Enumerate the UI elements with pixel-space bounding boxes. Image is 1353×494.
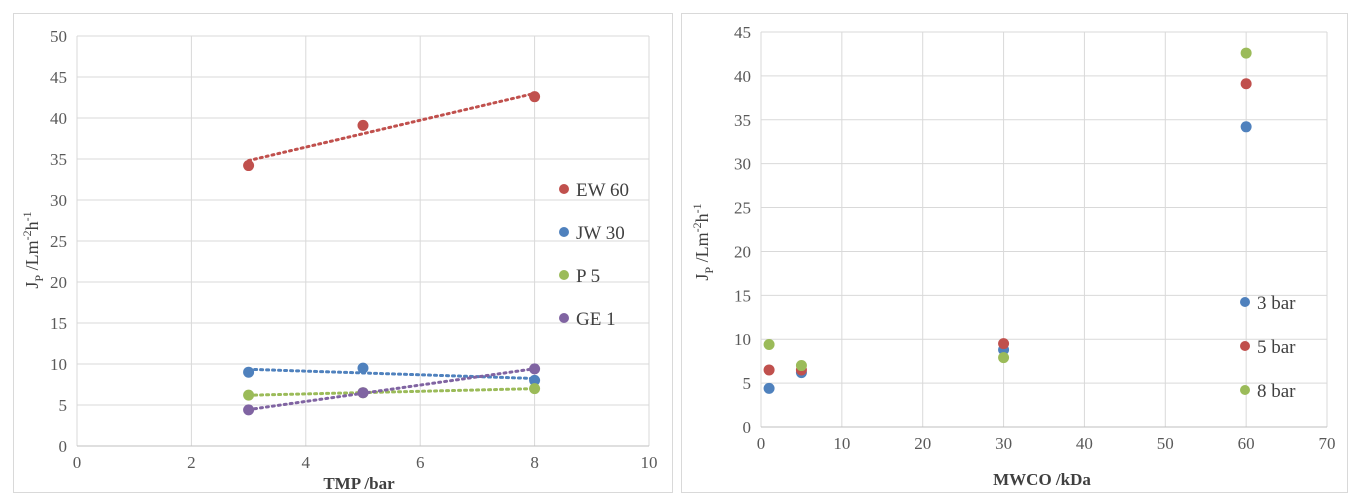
legend-label-2: 8 bar (1257, 381, 1296, 402)
y-tick-label: 10 (734, 330, 751, 349)
y-tick-label: 50 (50, 27, 67, 46)
trendline-2 (247, 387, 537, 397)
chart-tmp-svg: 0 2 4 6 8 10 0 5 10 15 20 25 30 35 40 45 50 TMP /bar JP /L… (20, 27, 658, 493)
chart-panel-mwco: 0 10 20 30 40 50 60 70 0 5 10 15 20 25 30 35 40 45 MWCO /k… (681, 13, 1348, 493)
data-point-2-3 (1240, 47, 1252, 59)
y-axis-title-part: -2 (20, 230, 34, 240)
y-tick-label: 25 (734, 199, 751, 218)
y-axis-title-part: J (22, 282, 42, 289)
y-axis-title-part: h (22, 221, 42, 230)
x-tick-label: 30 (995, 434, 1012, 453)
x-tick-label: 40 (1076, 434, 1093, 453)
chart-mwco-svg: 0 10 20 30 40 50 60 70 0 5 10 15 20 25 30 35 40 45 MWCO /k… (690, 23, 1336, 489)
data-point-3-0 (243, 404, 255, 416)
x-tick-label: 4 (302, 453, 311, 472)
data-point-1-0 (243, 366, 255, 378)
x-tick-label: 8 (530, 453, 539, 472)
y-axis-title-part: /Lm (22, 240, 42, 275)
legend-marker-1 (1240, 341, 1250, 351)
y-tick-label: 40 (734, 67, 751, 86)
x-tick-label: 10 (641, 453, 658, 472)
y-tick-label: 35 (734, 111, 751, 130)
y-tick-label: 0 (59, 437, 68, 456)
trendline-3 (247, 367, 537, 412)
data-point-2-0 (763, 338, 775, 350)
trendline-1 (247, 367, 537, 380)
x-tick-label: 0 (73, 453, 82, 472)
legend-label-3: GE 1 (576, 309, 616, 330)
y-tick-label: 0 (743, 418, 752, 437)
x-tick-label: 50 (1157, 434, 1174, 453)
legend-label-0: EW 60 (576, 180, 629, 201)
y-tick-label: 45 (50, 68, 67, 87)
data-point-0-0 (763, 382, 775, 394)
data-point-1-2 (998, 338, 1010, 350)
x-tick-label: 10 (833, 434, 850, 453)
legend-marker-0 (1240, 297, 1250, 307)
y-tick-label: 30 (50, 191, 67, 210)
data-point-1-1 (357, 362, 369, 374)
x-tick-label: 60 (1238, 434, 1255, 453)
y-axis-title-part: -2 (690, 222, 704, 232)
legend-label-0: 3 bar (1257, 293, 1296, 314)
data-point-2-1 (795, 360, 807, 372)
y-axis-title-part: -1 (20, 211, 34, 221)
trendline-0 (247, 91, 537, 163)
x-tick-label: 20 (914, 434, 931, 453)
legend-marker-3 (559, 313, 569, 323)
y-axis-title: JP /Lm-2h-1 (20, 211, 46, 288)
y-tick-label: 15 (734, 286, 751, 305)
y-tick-label: 40 (50, 109, 67, 128)
y-tick-label: 20 (734, 242, 751, 261)
legend-marker-0 (559, 184, 569, 194)
chart-panel-tmp: 0 2 4 6 8 10 0 5 10 15 20 25 30 35 40 45 50 TMP /bar JP /L… (13, 13, 673, 493)
data-point-3-1 (357, 387, 369, 399)
data-point-3-2 (529, 363, 541, 375)
x-axis-title: TMP /bar (323, 474, 395, 493)
legend-label-1: JW 30 (576, 223, 625, 244)
y-axis-title-part: P (32, 275, 46, 282)
y-tick-label: 20 (50, 273, 67, 292)
y-tick-label: 35 (50, 150, 67, 169)
y-axis-title: JP /Lm-2h-1 (690, 203, 716, 280)
data-point-0-1 (357, 119, 369, 131)
legend-marker-2 (559, 270, 569, 280)
data-point-0-2 (529, 91, 541, 103)
y-tick-label: 30 (734, 155, 751, 174)
y-tick-label: 5 (743, 374, 752, 393)
legend-label-1: 5 bar (1257, 337, 1296, 358)
data-point-1-2 (529, 374, 541, 386)
y-axis-title-part: h (692, 213, 712, 222)
legend-marker-2 (1240, 385, 1250, 395)
y-axis-title-part: J (692, 274, 712, 281)
y-tick-label: 15 (50, 314, 67, 333)
y-tick-label: 25 (50, 232, 67, 251)
legend-marker-1 (559, 227, 569, 237)
x-tick-label: 0 (757, 434, 766, 453)
data-point-2-0 (243, 389, 255, 401)
data-point-2-2 (998, 352, 1010, 364)
legend-label-2: P 5 (576, 266, 600, 287)
x-tick-label: 2 (187, 453, 196, 472)
y-axis-title-part: P (702, 267, 716, 274)
data-point-0-3 (1240, 121, 1252, 133)
y-axis-title-part: -1 (690, 203, 704, 213)
x-axis-title: MWCO /kDa (993, 470, 1091, 489)
y-tick-label: 5 (59, 396, 68, 415)
data-point-0-0 (243, 160, 255, 172)
data-point-1-0 (763, 364, 775, 376)
data-point-2-2 (529, 383, 541, 395)
y-tick-label: 45 (734, 23, 751, 42)
x-tick-label: 6 (416, 453, 425, 472)
data-point-1-3 (1240, 78, 1252, 90)
x-tick-label: 70 (1319, 434, 1336, 453)
y-tick-label: 10 (50, 355, 67, 374)
y-axis-title-part: /Lm (692, 232, 712, 267)
